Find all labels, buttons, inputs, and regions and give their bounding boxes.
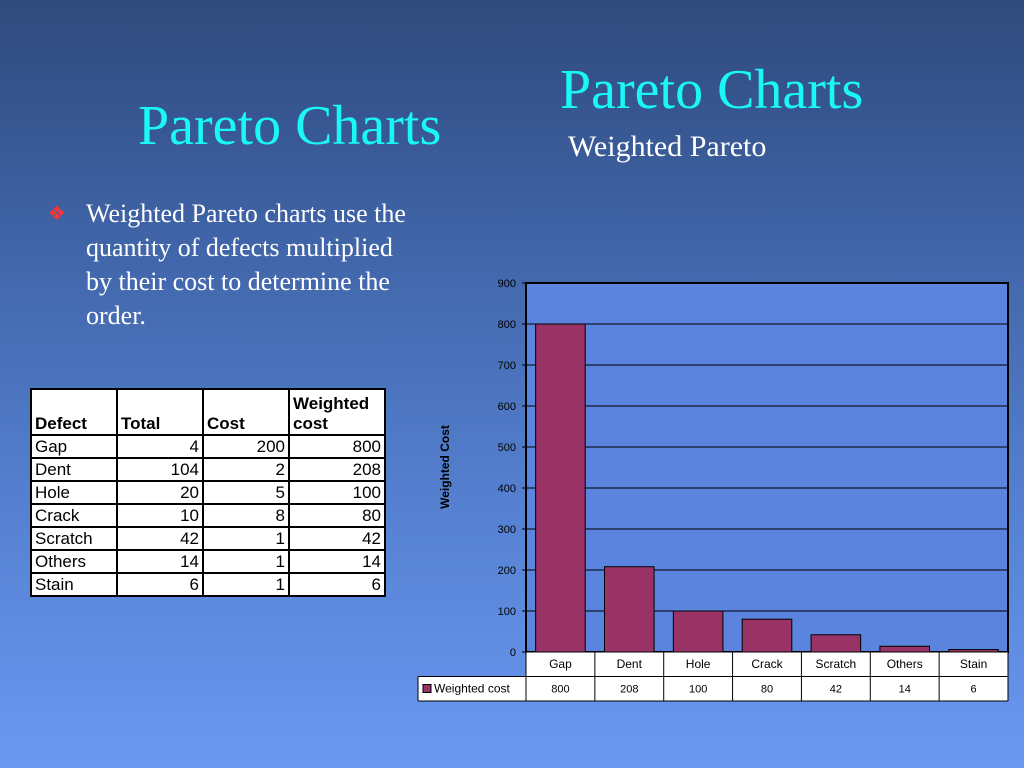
table-cell: 14 (116, 549, 204, 574)
table-cell: Hole (30, 480, 118, 505)
slide-subtitle: Weighted Pareto (568, 130, 767, 163)
data-label: 42 (830, 684, 842, 696)
table-row: Dent 104 2 208 (30, 457, 386, 482)
table-cell: 200 (202, 434, 290, 459)
table-cell: Crack (30, 503, 118, 528)
table-cell: 1 (202, 549, 290, 574)
table-cell: 42 (288, 526, 386, 551)
y-tick-label: 100 (498, 606, 516, 618)
table-cell: Stain (30, 572, 118, 597)
bar (741, 618, 793, 653)
y-axis-label: Weighted Cost (438, 425, 452, 509)
data-label: 208 (620, 684, 638, 696)
plot-area (526, 283, 1008, 652)
table-cell: 8 (202, 503, 290, 528)
table-cell: 14 (288, 549, 386, 574)
y-tick-label: 900 (498, 278, 516, 290)
table-row: Others 14 1 14 (30, 549, 386, 574)
y-tick-label: 500 (498, 442, 516, 454)
table-row: Scratch 42 1 42 (30, 526, 386, 551)
table-cell: 10 (116, 503, 204, 528)
x-tick-label: Hole (686, 657, 711, 671)
bullet-point: ❖ Weighted Pareto charts use the quantit… (48, 197, 418, 333)
table-cell: 80 (288, 503, 386, 528)
data-label: 80 (761, 684, 773, 696)
table-row: Hole 20 5 100 (30, 480, 386, 505)
table-cell: 1 (202, 526, 290, 551)
data-label: 800 (551, 684, 569, 696)
x-tick-label: Others (887, 657, 923, 671)
plot-border (525, 282, 1009, 653)
table-cell: 6 (116, 572, 204, 597)
bar (535, 323, 586, 653)
slide-title-left: Pareto Charts (138, 95, 442, 157)
table-cell: 1 (202, 572, 290, 597)
defects-table: Defect Total Cost Weighted cost Gap 4 20… (30, 388, 386, 597)
table-row: Gap 4 200 800 (30, 434, 386, 459)
data-label: 6 (971, 684, 977, 696)
table-cell: Gap (30, 434, 118, 459)
legend-label: Weighted cost (434, 682, 510, 696)
table-header: Weighted cost (288, 388, 386, 436)
table-cell: Others (30, 549, 118, 574)
data-label: 100 (689, 684, 707, 696)
x-tick-label: Scratch (816, 657, 857, 671)
data-table-header-bg (526, 652, 1008, 677)
y-tick-label: 700 (498, 360, 516, 372)
table-cell: 104 (116, 457, 204, 482)
y-tick-label: 800 (498, 319, 516, 331)
table-row: Crack 10 8 80 (30, 503, 386, 528)
x-tick-label: Crack (751, 657, 783, 671)
table-cell: 2 (202, 457, 290, 482)
legend-swatch (422, 684, 432, 693)
data-label: 14 (899, 684, 911, 696)
table-header: Cost (202, 388, 290, 436)
bullet-text: Weighted Pareto charts use the quantity … (86, 199, 406, 330)
data-table-row-bg (418, 676, 1008, 701)
table-cell: 5 (202, 480, 290, 505)
bar (603, 566, 655, 653)
table-cell: 6 (288, 572, 386, 597)
table-cell: 100 (288, 480, 386, 505)
y-tick-label: 200 (498, 565, 516, 577)
bar (672, 610, 724, 653)
table-header: Total (116, 388, 204, 436)
y-tick-label: 600 (498, 401, 516, 413)
table-cell: 4 (116, 434, 204, 459)
diamond-bullet-icon: ❖ (48, 203, 66, 225)
table-header: Defect (30, 388, 118, 436)
x-tick-label: Stain (960, 657, 987, 671)
bar (948, 649, 999, 653)
table-cell: 42 (116, 526, 204, 551)
table-header-row: Defect Total Cost Weighted cost (30, 388, 386, 436)
x-tick-label: Gap (549, 657, 572, 671)
bar (879, 645, 931, 653)
table-cell: Dent (30, 457, 118, 482)
y-tick-label: 400 (498, 483, 516, 495)
table-cell: 20 (116, 480, 204, 505)
slide-title-right: Pareto Charts (560, 59, 864, 121)
bar (810, 634, 862, 653)
y-tick-label: 0 (510, 647, 516, 659)
table-cell: 208 (288, 457, 386, 482)
table-cell: Scratch (30, 526, 118, 551)
table-row: Stain 6 1 6 (30, 572, 386, 597)
table-cell: 800 (288, 434, 386, 459)
x-tick-label: Dent (617, 657, 643, 671)
y-tick-label: 300 (498, 524, 516, 536)
